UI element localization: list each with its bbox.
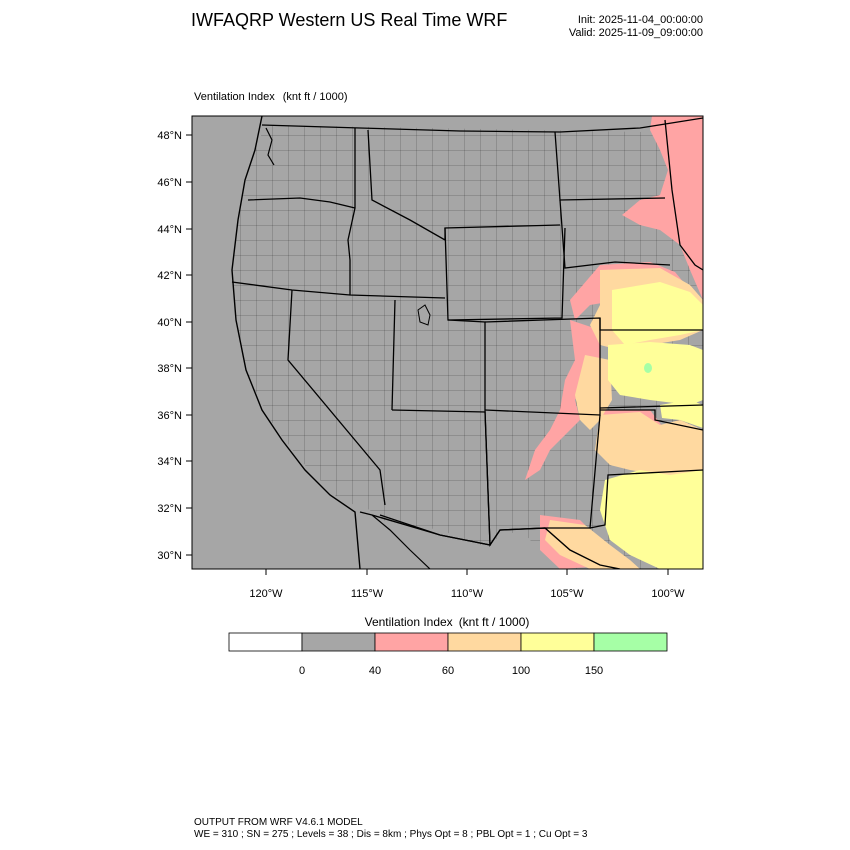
pacific-coastline — [231, 116, 361, 569]
legend-bin-above-150 — [593, 632, 668, 652]
legend-field-name: Ventilation Index — [364, 615, 453, 629]
map-panel: 48°N 46°N 44°N 42°N 40°N 38°N 36°N 34°N … — [157, 115, 704, 652]
lon-label-100w: 100°W — [651, 588, 685, 600]
legend-tick-40: 40 — [368, 665, 382, 677]
legend-units: (knt ft / 1000) — [458, 615, 530, 629]
lon-axis: 120°W 115°W 110°W 105°W 100°W — [249, 569, 685, 600]
gulf-coastline — [371, 514, 431, 569]
lon-label-120w: 120°W — [249, 588, 283, 600]
lat-label-30n: 30°N — [157, 550, 182, 562]
init-time: Init: 2025-11-04_00:00:00 — [577, 14, 703, 26]
field-label: Ventilation Index (knt ft / 1000) — [194, 91, 348, 103]
lat-label-32n: 32°N — [157, 503, 182, 515]
lat-label-42n: 42°N — [157, 270, 182, 282]
puget-sound — [265, 127, 275, 166]
model-config: WE = 310 ; SN = 275 ; Levels = 38 ; Dis … — [194, 829, 588, 840]
field-name: Ventilation Index — [194, 91, 275, 103]
lon-label-110w: 110°W — [451, 588, 484, 600]
lat-label-44n: 44°N — [157, 224, 182, 236]
lon-label-115w: 115°W — [351, 588, 384, 600]
legend-title: Ventilation Index (knt ft / 1000) — [0, 615, 850, 629]
model-version: OUTPUT FROM WRF V4.6.1 MODEL — [194, 817, 363, 828]
legend-tick-60: 60 — [441, 665, 455, 677]
field-units: (knt ft / 1000) — [282, 91, 348, 103]
lat-label-34n: 34°N — [157, 456, 182, 468]
lat-label-38n: 38°N — [157, 363, 182, 375]
great-salt-lake — [417, 304, 431, 326]
legend-bin-100-150 — [520, 632, 595, 652]
pacific-ocean — [192, 116, 360, 569]
legend-tick-0: 0 — [298, 665, 306, 677]
lon-label-105w: 105°W — [550, 588, 584, 600]
map-canvas — [192, 116, 703, 569]
vi-above-150-area — [644, 363, 652, 373]
legend-tick-150: 150 — [584, 665, 604, 677]
legend-tick-100: 100 — [511, 665, 531, 677]
lat-label-36n: 36°N — [157, 410, 182, 422]
plot-title: IWFAQRP Western US Real Time WRF — [191, 10, 508, 30]
legend-bin-0-40 — [301, 632, 376, 652]
valid-time: Valid: 2025-11-09_09:00:00 — [568, 27, 703, 39]
legend-bin-below-0 — [228, 632, 303, 652]
legend-bin-40-60 — [374, 632, 449, 652]
mexico-border — [359, 511, 621, 569]
lat-label-48n: 48°N — [157, 130, 182, 142]
lat-axis: 48°N 46°N 44°N 42°N 40°N 38°N 36°N 34°N … — [157, 130, 192, 562]
legend-bin-60-100 — [447, 632, 522, 652]
lat-label-40n: 40°N — [157, 317, 182, 329]
run-info: Init: 2025-11-04_00:00:00 Valid: 2025-11… — [569, 14, 703, 40]
vi-100-150-areas — [600, 282, 703, 569]
lat-label-46n: 46°N — [157, 177, 182, 189]
map-frame — [191, 115, 704, 570]
model-footer: OUTPUT FROM WRF V4.6.1 MODEL WE = 310 ; … — [194, 817, 587, 841]
legend-colorbar — [228, 632, 668, 652]
